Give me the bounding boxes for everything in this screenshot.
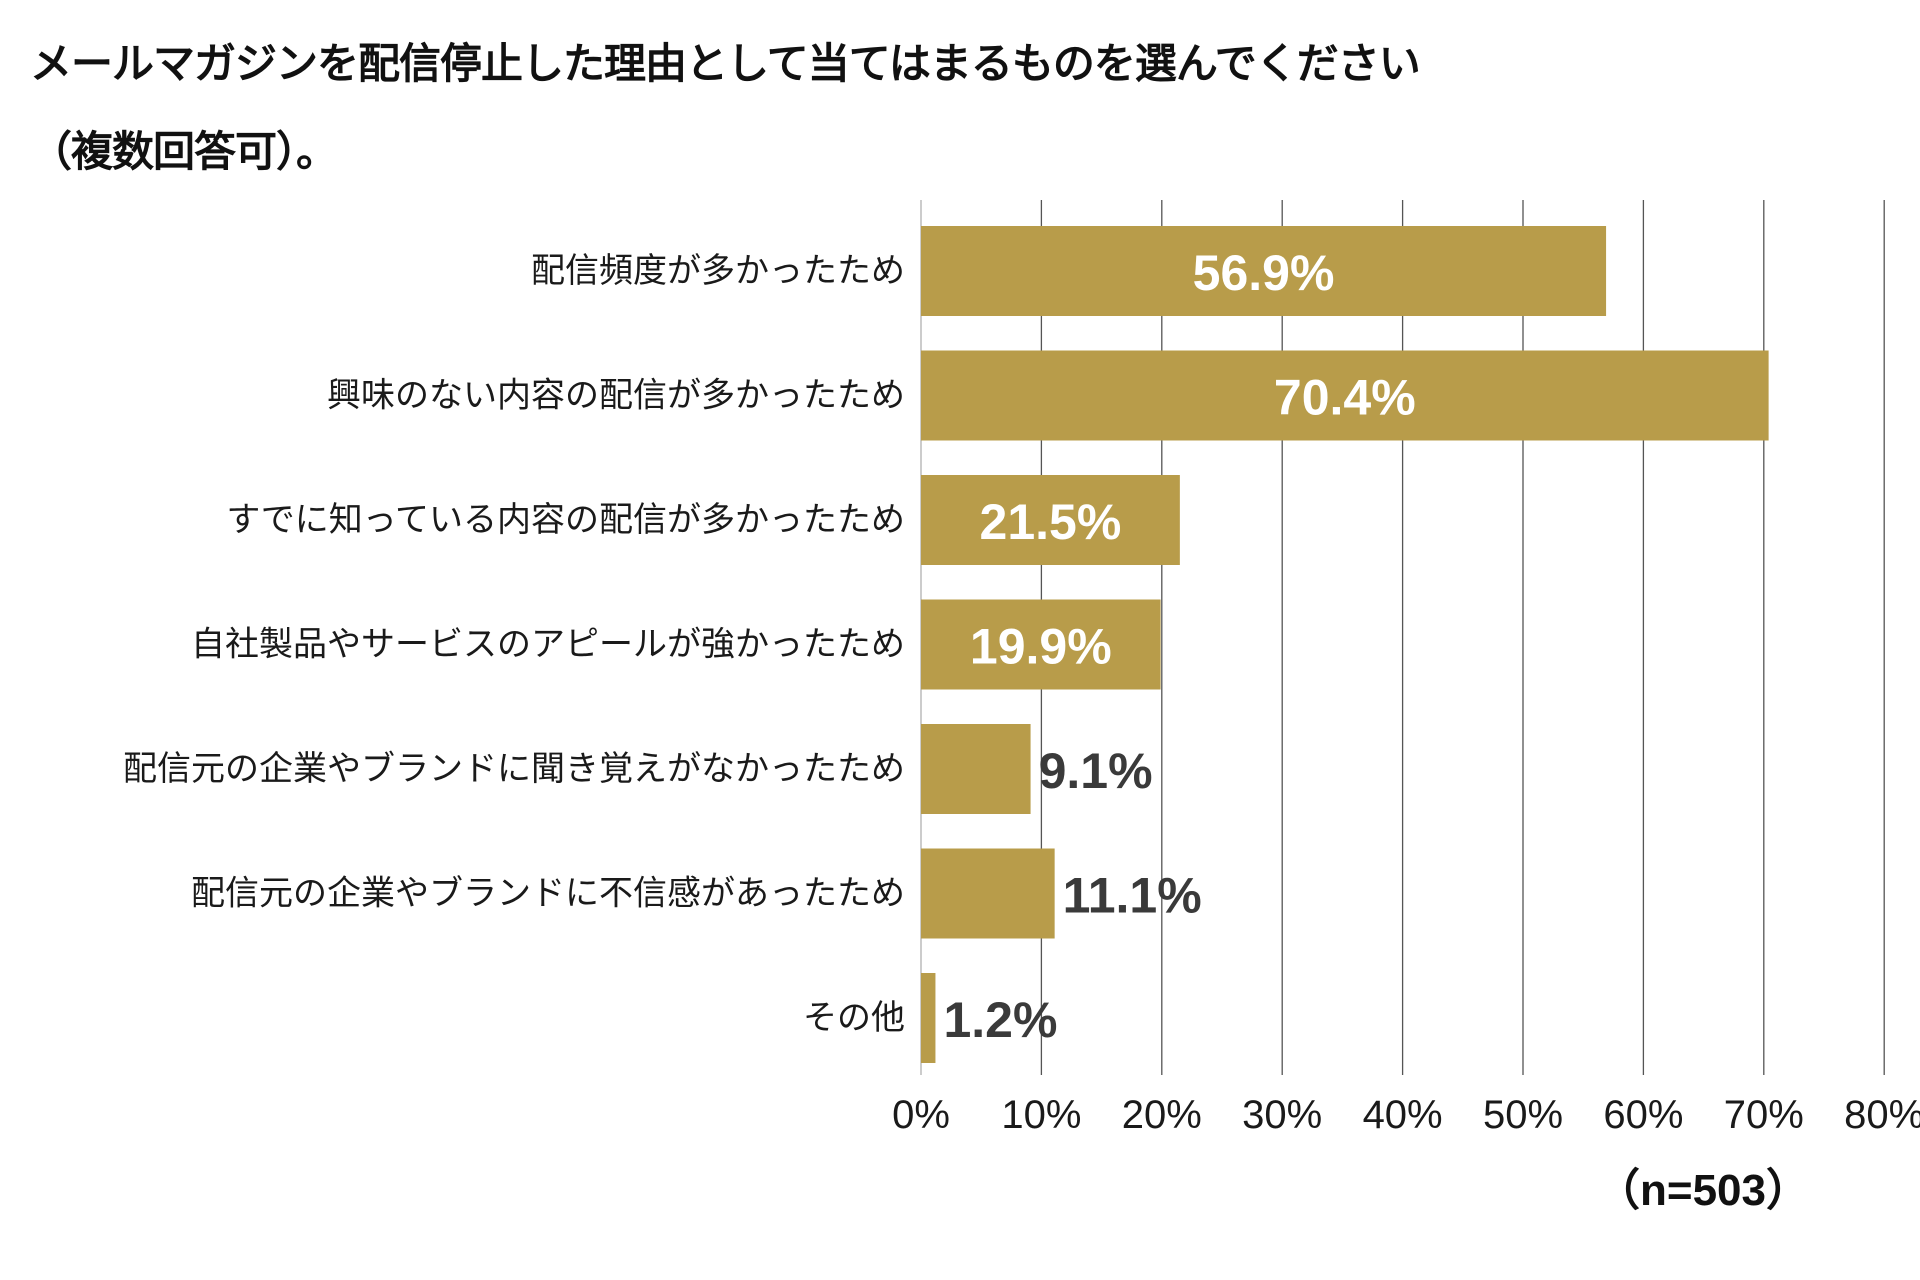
bars [921, 226, 1769, 1063]
x-tick-label: 40% [1363, 1093, 1443, 1137]
category-label: その他 [803, 998, 905, 1038]
x-tick-label: 70% [1724, 1093, 1804, 1137]
value-labels: 56.9% 70.4% 21.5% 19.9% 9.1% 11.1% 1.2% [943, 245, 1415, 1048]
grid-lines [920, 200, 1885, 1075]
x-tick-label: 60% [1603, 1093, 1683, 1137]
bar [921, 973, 936, 1063]
bar [921, 724, 1031, 814]
data-label: 56.9% [1193, 245, 1335, 301]
x-axis-tick-labels: 0% 10% 20% 30% 40% 50% 60% 70% 80% [892, 1093, 1920, 1137]
category-label: すでに知っている内容の配信が多かったため [226, 500, 905, 540]
x-tick-label: 80% [1844, 1093, 1920, 1137]
chart-title: メールマガジンを配信停止した理由として当てはまるものを選んでください [30, 39, 1421, 88]
data-label: 11.1% [1063, 868, 1202, 924]
data-label: 1.2% [943, 992, 1057, 1048]
x-tick-label: 20% [1122, 1093, 1202, 1137]
category-label: 配信頻度が多かったため [531, 251, 905, 291]
bar [921, 226, 1607, 316]
category-label: 自社製品やサービスのアピールが強かったため [191, 625, 905, 665]
bar [921, 475, 1180, 565]
chart-title-continued: （複数回答可）。 [30, 127, 338, 176]
data-label: 21.5% [980, 494, 1122, 550]
bar [921, 599, 1161, 690]
data-label: 70.4% [1274, 370, 1416, 426]
bar [921, 350, 1769, 441]
x-tick-label: 0% [892, 1093, 950, 1137]
x-tick-label: 30% [1242, 1093, 1322, 1137]
category-label: 配信元の企業やブランドに不信感があったため [191, 874, 905, 914]
data-label: 19.9% [970, 619, 1112, 675]
x-tick-label: 50% [1483, 1093, 1563, 1137]
sample-size-note: （n=503） [1596, 1166, 1810, 1215]
category-label: 配信元の企業やブランドに聞き覚えがなかったため [123, 749, 905, 789]
x-tick-label: 10% [1001, 1093, 1081, 1137]
data-label: 9.1% [1039, 743, 1153, 799]
bar [921, 848, 1055, 939]
category-label: 興味のない内容の配信が多かったため [327, 376, 905, 416]
category-labels: 配信頻度が多かったため興味のない内容の配信が多かったためすでに知っている内容の配… [123, 251, 905, 1038]
